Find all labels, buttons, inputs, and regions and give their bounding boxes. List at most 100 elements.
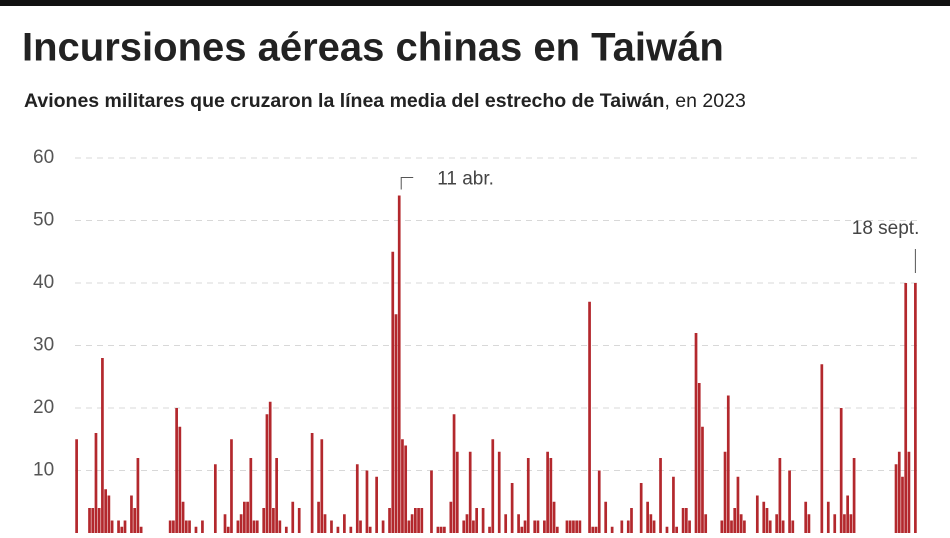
bar: [255, 520, 259, 533]
bar: [226, 526, 230, 533]
bar: [778, 458, 782, 533]
bar: [475, 508, 478, 533]
bar: [804, 501, 808, 533]
y-tick-label: 60: [33, 147, 54, 168]
bar: [455, 451, 459, 533]
top-rule: [0, 0, 950, 6]
bar: [410, 514, 414, 533]
bar: [243, 501, 246, 533]
bar: [788, 470, 791, 533]
subtitle-main: Aviones militares que cruzaron la línea …: [24, 90, 664, 112]
bar: [743, 520, 746, 533]
bar: [649, 514, 653, 533]
bar: [839, 408, 843, 533]
bar: [701, 426, 704, 533]
bar: [659, 458, 662, 533]
y-tick-label: 50: [33, 210, 54, 231]
bar: [526, 458, 530, 533]
bar: [546, 451, 549, 533]
bar: [359, 520, 362, 533]
bar: [462, 520, 466, 533]
bar: [652, 520, 656, 533]
bar: [843, 514, 846, 533]
bar: [401, 439, 404, 533]
bar: [413, 508, 417, 533]
bar: [449, 501, 453, 533]
bar: [336, 526, 340, 533]
annotation: 11 abr.: [437, 169, 494, 190]
bar: [249, 458, 253, 533]
bar: [172, 520, 175, 533]
bar: [75, 439, 78, 533]
bar: [181, 501, 185, 533]
bar: [223, 514, 227, 533]
bar: [723, 451, 727, 533]
bar: [904, 283, 908, 533]
bar: [849, 514, 853, 533]
bar: [894, 464, 898, 533]
bar: [833, 514, 837, 533]
bar: [368, 526, 372, 533]
bar: [688, 520, 691, 533]
bar: [791, 520, 795, 533]
bar: [504, 514, 508, 533]
bar: [543, 520, 546, 533]
bar: [704, 514, 708, 533]
bar: [820, 364, 824, 533]
bar: [572, 520, 575, 533]
bar: [591, 526, 595, 533]
bar: [765, 508, 769, 533]
bar: [520, 526, 524, 533]
bar: [246, 501, 249, 533]
bar: [323, 514, 327, 533]
bar: [826, 501, 830, 533]
bar: [536, 520, 540, 533]
bar: [665, 526, 669, 533]
bar: [907, 451, 911, 533]
bar: [914, 283, 917, 533]
bar: [620, 520, 624, 533]
bar: [355, 464, 359, 533]
bar: [201, 520, 204, 533]
bar: [97, 508, 101, 533]
bar: [265, 414, 269, 533]
bar: [897, 451, 901, 533]
bar: [755, 495, 759, 533]
bar: [720, 520, 724, 533]
bar: [452, 414, 456, 533]
bar: [104, 489, 108, 533]
bar: [430, 470, 433, 533]
bar: [394, 314, 398, 533]
y-tick-label: 10: [33, 460, 54, 481]
bar: [472, 520, 475, 533]
bar: [626, 520, 630, 533]
bar: [397, 195, 401, 533]
bar: [481, 508, 485, 533]
bar: [117, 520, 120, 533]
bar: [230, 439, 233, 533]
bar: [594, 526, 598, 533]
bar: [320, 439, 324, 533]
bar: [523, 520, 527, 533]
bar: [343, 514, 346, 533]
bar: [213, 464, 217, 533]
bar: [136, 458, 140, 533]
y-tick-label: 40: [33, 272, 54, 293]
y-tick-label: 20: [33, 397, 54, 418]
bar: [488, 526, 491, 533]
bar: [278, 520, 282, 533]
bar: [310, 433, 314, 533]
bar: [291, 501, 295, 533]
bar: [436, 526, 440, 533]
bar: [168, 520, 172, 533]
bar: [533, 520, 537, 533]
bar: [178, 426, 182, 533]
bar: [610, 526, 614, 533]
bar: [646, 501, 649, 533]
bar: [284, 526, 288, 533]
bar: [517, 514, 520, 533]
bar: [381, 520, 385, 533]
bar: [139, 526, 143, 533]
bar: [568, 520, 572, 533]
